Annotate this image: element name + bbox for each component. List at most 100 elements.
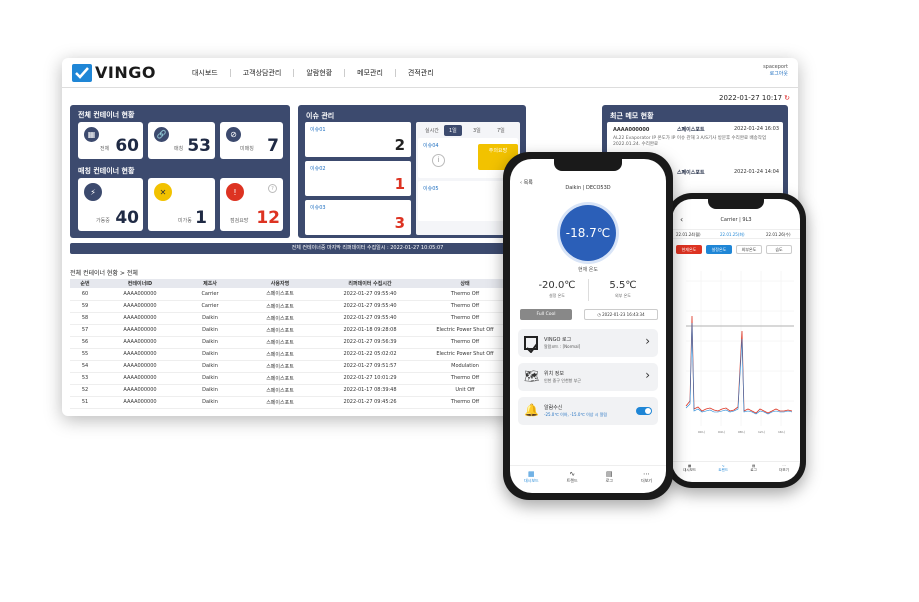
table-cell: AAAA000000	[100, 336, 180, 349]
top-navigation: VINGO 대시보드 고객상담관리 알람현황 메모관리 견적관리 spacepo…	[62, 58, 798, 88]
tab-3day[interactable]: 3일	[473, 128, 481, 134]
filter-set[interactable]: 설정온도	[706, 245, 732, 254]
phone-trend-screen: ‹ Carrier | 9L3 22.01.24(월) 22.01.25(화) …	[672, 199, 800, 482]
tab1-trend[interactable]: ∿ 트렌드	[567, 470, 578, 493]
logo[interactable]: VINGO	[72, 63, 156, 82]
col-maker[interactable]: 제조사	[180, 279, 240, 288]
table-cell: Thermo Off	[420, 300, 510, 313]
tab-1day[interactable]: 1일	[444, 125, 462, 136]
nav-memo[interactable]: 메모관리	[344, 68, 395, 77]
refresh-icon[interactable]: ↻	[784, 94, 790, 102]
card-matched[interactable]: 🔗 매칭 53	[148, 122, 215, 159]
col-collect-time[interactable]: 리퍼데이터 수집시간	[320, 279, 420, 288]
table-cell: 2022-01-27 10:01:29	[320, 372, 420, 385]
temp-circle: -18.7℃	[560, 205, 616, 261]
tab2-dashboard-label: 대시보드	[683, 468, 697, 472]
table-cell: 51	[70, 396, 100, 409]
table-cell: Daikin	[180, 324, 240, 337]
card-total-value: 60	[115, 136, 139, 156]
issue-4-label: 이슈04	[423, 143, 439, 149]
nav-customer[interactable]: 고객상담관리	[229, 68, 294, 77]
table-cell: AAAA000000	[100, 288, 180, 301]
tab2-more[interactable]: ⋯ 더보기	[779, 464, 789, 482]
memo-2-company: 스페이스포트	[676, 170, 705, 176]
logout-link[interactable]: 로그아웃	[769, 71, 788, 77]
card-check-label: 점검요망	[230, 218, 249, 224]
phone-back[interactable]: ‹ 목록	[520, 179, 533, 186]
table-cell: 스페이스포트	[240, 336, 320, 349]
table-cell: Daikin	[180, 372, 240, 385]
table-cell: 55	[70, 348, 100, 361]
check-logo-icon	[72, 63, 92, 82]
table-cell: Thermo Off	[420, 336, 510, 349]
filter-current[interactable]: 현재온도	[676, 245, 702, 254]
issue-card-3[interactable]: 이슈03 3	[305, 200, 411, 235]
location-row[interactable]: 🗺 위치 정보 인천 중구 인천항 부근 ›	[518, 363, 658, 391]
table-cell: 2022-01-27 09:55:40	[320, 312, 420, 325]
bell-icon: 🔔	[524, 403, 539, 417]
tab1-log[interactable]: ▤ 로그	[606, 470, 613, 493]
log-check-icon	[524, 336, 538, 354]
table-cell: Daikin	[180, 336, 240, 349]
card-running[interactable]: ⚡ 가동중 40	[78, 178, 143, 231]
card-total[interactable]: ▦ 전체 60	[78, 122, 143, 159]
tab2-dashboard[interactable]: ▦ 대시보드	[683, 464, 696, 482]
series-current	[685, 315, 793, 414]
tab2-trend[interactable]: ∿ 트렌드	[718, 464, 728, 482]
filter-external[interactable]: 외부온도	[736, 245, 762, 254]
issue-card-5[interactable]: 이슈05	[418, 181, 518, 221]
table-cell: 56	[70, 336, 100, 349]
memo-1-text: AL22 Evaporator IP 온도가 IP 이슈 관해 3 A/S기사 …	[613, 136, 767, 147]
tab-realtime[interactable]: 실시간	[425, 128, 439, 134]
tab2-log[interactable]: ▤ 로그	[750, 464, 756, 482]
table-cell: Thermo Off	[420, 372, 510, 385]
tab1-dashboard[interactable]: ▦ 대시보드	[524, 470, 539, 493]
grid-icon: ▦	[84, 127, 99, 142]
col-seq[interactable]: 순번	[70, 279, 100, 288]
memo-item-1[interactable]: AAAA000000 스페이스포트 2022-01-24 16:03 AL22 …	[613, 126, 783, 148]
tab1-trend-label: 트렌드	[566, 478, 578, 483]
alarm-toggle[interactable]	[636, 407, 652, 415]
table-cell: 스페이스포트	[240, 288, 320, 301]
table-cell: 54	[70, 360, 100, 373]
table-cell: 스페이스포트	[240, 372, 320, 385]
table-cell: 스페이스포트	[240, 384, 320, 397]
nav-estimate[interactable]: 견적관리	[394, 68, 446, 77]
dashboard-icon: ▦	[528, 470, 535, 478]
trend-date-1[interactable]: 22.01.24(월)	[676, 232, 701, 237]
help-icon[interactable]: ?	[268, 184, 277, 193]
tab-7day[interactable]: 7일	[497, 128, 505, 134]
trend-back-icon[interactable]: ‹	[680, 215, 684, 224]
tab1-more[interactable]: ⋯ 더보기	[641, 470, 652, 493]
table-cell: 스페이스포트	[240, 348, 320, 361]
log-title: VINGO 로그	[544, 337, 572, 343]
log-row[interactable]: VINGO 로그 알람코드 : [Normal] ›	[518, 329, 658, 357]
tab1-more-label: 더보기	[640, 478, 652, 483]
col-status[interactable]: 상태	[420, 279, 510, 288]
memo-2-date: 2022-01-24 14:04	[733, 169, 779, 175]
trend-tabbar: ▦ 대시보드 ∿ 트렌드 ▤ 로그 ⋯ 더보기	[672, 461, 800, 482]
table-cell: 2022-01-27 09:56:39	[320, 336, 420, 349]
col-user[interactable]: 사용자명	[240, 279, 320, 288]
table-cell: Daikin	[180, 360, 240, 373]
phone-trend: ‹ Carrier | 9L3 22.01.24(월) 22.01.25(화) …	[666, 193, 806, 488]
filter-humidity[interactable]: 습도	[766, 245, 792, 254]
trend-date-2[interactable]: 22.01.25(화)	[720, 232, 745, 237]
phone-dashboard-screen: ‹ 목록 Daikin | DECO53D -18.7℃ 현재 온도 -20.0…	[510, 159, 666, 493]
issue-card-2[interactable]: 이슈02 1	[305, 161, 411, 196]
col-container-id[interactable]: 컨테이너ID	[100, 279, 180, 288]
trend-date-3[interactable]: 22.01.26(수)	[766, 232, 791, 237]
card-unmatched[interactable]: ⊘ 미매칭 7	[220, 122, 283, 159]
issue-card-1[interactable]: 이슈01 2	[305, 122, 411, 157]
map-icon: 🗺	[524, 369, 540, 383]
card-matched-label: 매칭	[174, 146, 184, 152]
table-cell: Unit Off	[420, 384, 510, 397]
nav-alarm[interactable]: 알람현황	[293, 68, 344, 77]
card-stopped[interactable]: ✕ 미가동 1	[148, 178, 215, 231]
nav-dashboard[interactable]: 대시보드	[191, 68, 218, 77]
dashboard-icon: ▦	[687, 464, 692, 468]
table-cell: Electric Power Shut Off	[420, 348, 510, 361]
svg-text:00시: 00시	[698, 430, 705, 434]
user-box: spaceport 로그아웃	[763, 64, 788, 78]
card-check[interactable]: ! ? 점검요망 12	[220, 178, 283, 231]
